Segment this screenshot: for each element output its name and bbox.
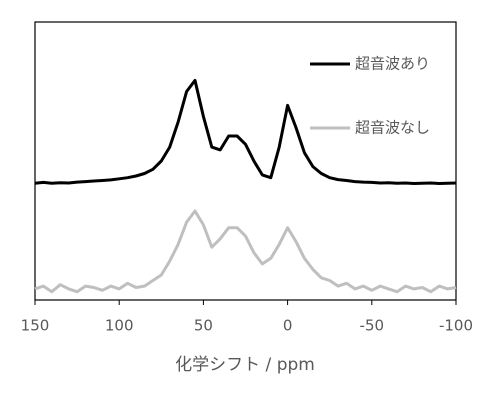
series-line (34, 209, 457, 294)
x-tick-label: 150 (21, 317, 50, 335)
plot-frame (34, 21, 457, 301)
x-tick-label: 50 (194, 317, 213, 335)
x-tick-label: 100 (105, 317, 134, 335)
legend-label: 超音波なし (355, 119, 430, 137)
series-line (34, 78, 457, 185)
x-tick-label: -100 (439, 317, 473, 335)
legend-label: 超音波あり (355, 55, 430, 73)
x-tick-label: -50 (360, 317, 385, 335)
x-axis-label: 化学シフト / ppm (175, 355, 315, 375)
x-tick-label: 0 (283, 317, 293, 335)
